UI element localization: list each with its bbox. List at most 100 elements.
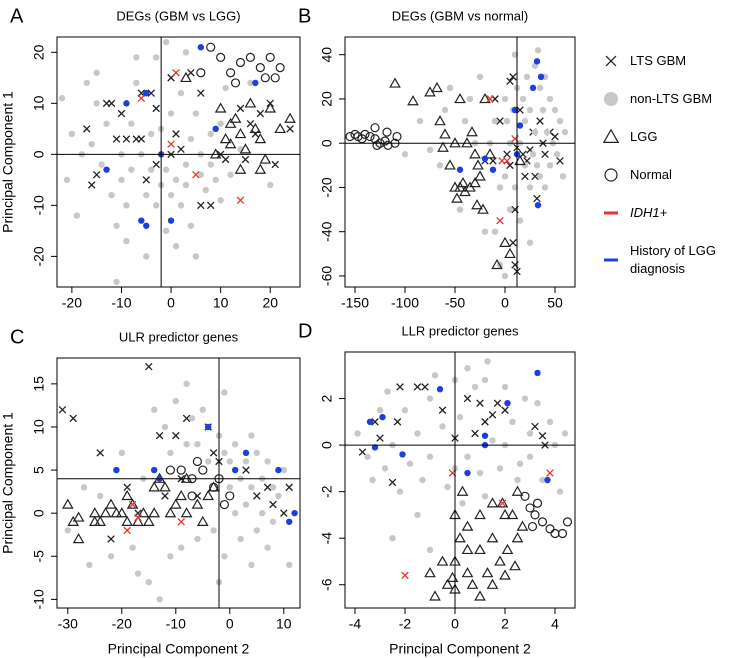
x-tick-label: 0 (451, 616, 459, 632)
point (474, 508, 486, 520)
point (533, 58, 541, 65)
point (525, 503, 535, 513)
point (248, 484, 255, 491)
y-tick-label: -4 (319, 532, 335, 545)
point (128, 500, 137, 509)
point (134, 513, 142, 522)
point (414, 511, 421, 519)
point (414, 430, 421, 437)
point (226, 458, 233, 465)
y-tick-label: -20 (319, 177, 335, 197)
y-tick-label: -5 (31, 550, 47, 563)
point (280, 466, 287, 474)
point (456, 206, 464, 213)
point (546, 469, 554, 477)
point (454, 532, 466, 543)
point (280, 509, 288, 517)
legend-label: IDH1+ (630, 205, 668, 220)
point (180, 507, 193, 518)
y-axis-label: Principal Component 1 (0, 412, 16, 554)
point (521, 162, 529, 169)
x-axis-label: Principal Component 2 (389, 641, 531, 657)
point (526, 239, 534, 246)
point (103, 120, 110, 127)
point (209, 148, 222, 159)
point (499, 236, 511, 247)
point (94, 515, 107, 526)
point (464, 453, 471, 460)
point (187, 68, 195, 77)
point (536, 84, 544, 92)
point (469, 148, 481, 159)
y-tick-label: 0 (319, 139, 335, 147)
point (436, 555, 449, 566)
x-tick-label: 0 (167, 295, 175, 311)
point (205, 458, 212, 465)
point (489, 157, 497, 165)
x-tick-label: -10 (166, 616, 186, 632)
point (197, 171, 205, 178)
x-tick-label: 0 (501, 295, 509, 311)
point (503, 150, 511, 159)
point (236, 104, 245, 113)
point (93, 69, 100, 76)
point (274, 122, 286, 134)
point (207, 130, 214, 138)
point (177, 89, 185, 97)
x-tick-label: -30 (58, 616, 78, 632)
point (159, 481, 171, 492)
point (481, 228, 489, 235)
point (439, 423, 446, 430)
point (491, 258, 503, 270)
point (446, 84, 454, 92)
point (107, 553, 115, 560)
point (444, 159, 456, 170)
y-tick-label: 2 (319, 394, 335, 402)
legend-symbol (605, 55, 617, 67)
point (254, 163, 267, 174)
point (112, 135, 121, 143)
point (401, 571, 409, 580)
point (501, 543, 514, 555)
panel-letter: A (10, 5, 24, 27)
point (436, 162, 444, 169)
point (113, 278, 120, 286)
point (151, 466, 158, 474)
point (214, 102, 227, 113)
point (556, 488, 564, 495)
point (556, 157, 564, 165)
point (469, 177, 481, 188)
panel-title: ULR predictor genes (119, 329, 239, 344)
point (212, 176, 219, 184)
y-tick-label: -60 (319, 266, 335, 286)
x-tick-label: 2 (501, 616, 509, 632)
point (388, 478, 397, 487)
point (426, 146, 434, 154)
point (115, 507, 128, 518)
point (365, 131, 375, 142)
y-tick-label: 20 (319, 91, 335, 107)
point (93, 100, 100, 107)
point (108, 191, 115, 199)
point (123, 202, 130, 209)
point (531, 172, 539, 181)
point (526, 453, 534, 460)
point (509, 73, 517, 81)
point (169, 498, 182, 509)
point (138, 217, 145, 224)
point (538, 432, 547, 440)
point (399, 451, 406, 458)
point (491, 117, 499, 125)
point (520, 491, 530, 501)
point (270, 73, 280, 83)
point (498, 157, 506, 165)
legend-label: LTS GBM (630, 53, 687, 68)
point (501, 95, 509, 103)
point (472, 159, 484, 170)
point (234, 163, 247, 174)
point (259, 509, 266, 517)
point (148, 130, 155, 138)
point (143, 191, 150, 199)
